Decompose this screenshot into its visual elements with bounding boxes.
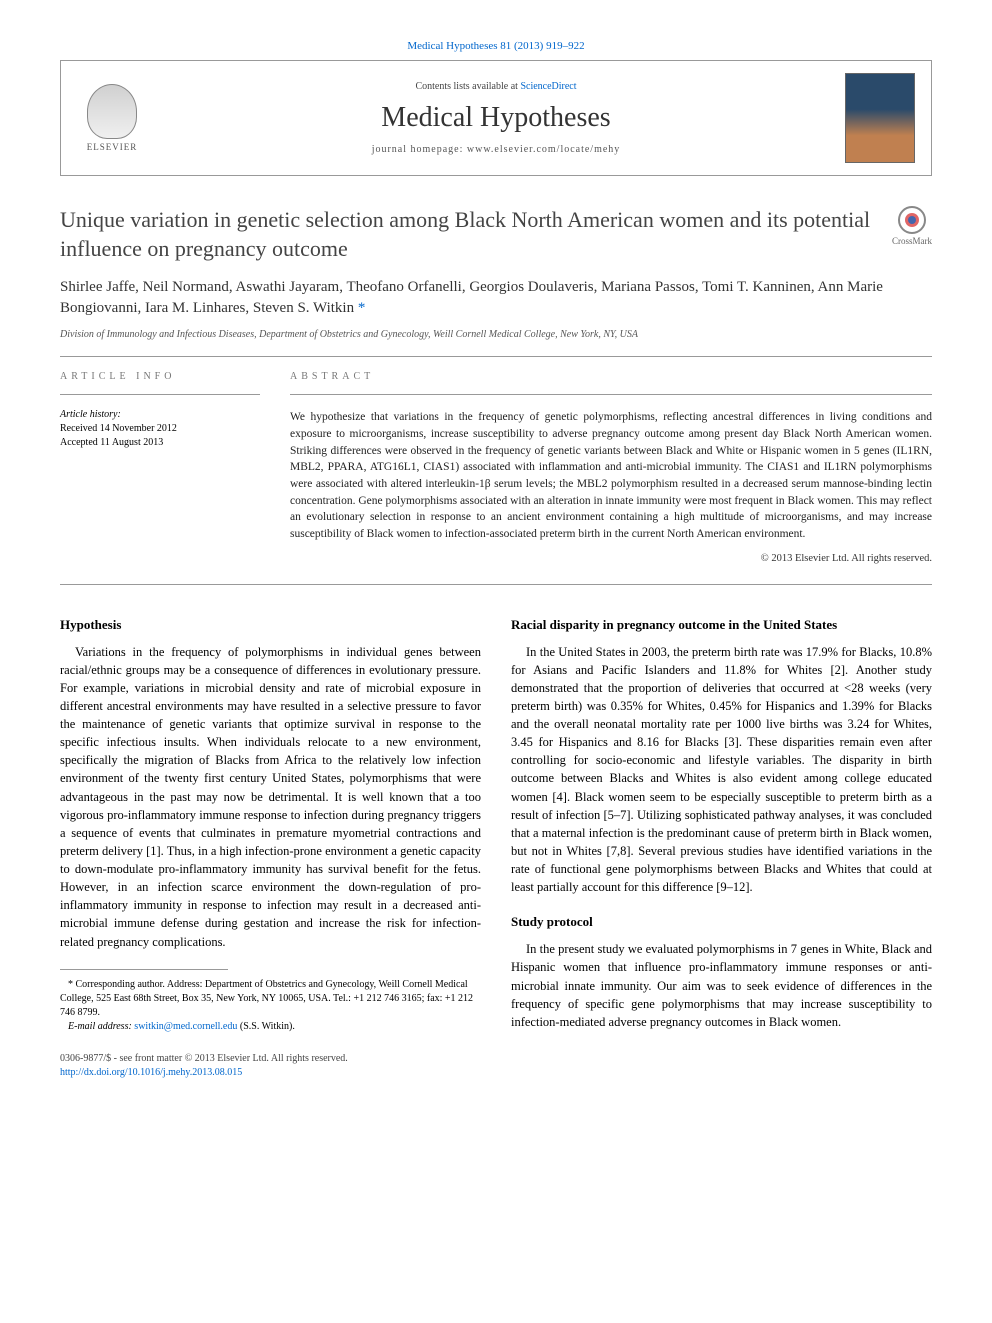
abstract-column: ABSTRACT We hypothesize that variations … xyxy=(290,371,932,563)
disparity-p1: In the United States in 2003, the preter… xyxy=(511,643,932,897)
history-label: Article history: xyxy=(60,409,260,420)
crossmark-icon xyxy=(898,206,926,234)
corresponding-footnote: * Corresponding author. Address: Departm… xyxy=(60,978,481,1020)
info-divider xyxy=(60,394,260,395)
doi-link[interactable]: http://dx.doi.org/10.1016/j.mehy.2013.08… xyxy=(60,1067,242,1078)
left-column: Hypothesis Variations in the frequency o… xyxy=(60,609,481,1080)
article-page: Medical Hypotheses 81 (2013) 919–922 ELS… xyxy=(0,0,992,1120)
hypothesis-p1: Variations in the frequency of polymorph… xyxy=(60,643,481,951)
article-info: ARTICLE INFO Article history: Received 1… xyxy=(60,371,260,563)
contents-prefix: Contents lists available at xyxy=(415,81,520,92)
header-center: Contents lists available at ScienceDirec… xyxy=(147,81,845,155)
email-footnote: E-mail address: switkin@med.cornell.edu … xyxy=(60,1020,481,1034)
authors-text: Shirlee Jaffe, Neil Normand, Aswathi Jay… xyxy=(60,279,883,316)
hypothesis-heading: Hypothesis xyxy=(60,617,481,633)
abstract-text: We hypothesize that variations in the fr… xyxy=(290,409,932,542)
body-divider xyxy=(60,584,932,585)
footnote-separator xyxy=(60,969,228,970)
title-row: Unique variation in genetic selection am… xyxy=(60,206,932,263)
email-link[interactable]: switkin@med.cornell.edu xyxy=(134,1021,237,1032)
sciencedirect-link[interactable]: ScienceDirect xyxy=(520,81,576,92)
email-label: E-mail address: xyxy=(68,1021,132,1032)
divider xyxy=(60,356,932,357)
right-column: Racial disparity in pregnancy outcome in… xyxy=(511,609,932,1080)
crossmark-label: CrossMark xyxy=(892,236,932,246)
journal-homepage: journal homepage: www.elsevier.com/locat… xyxy=(147,144,845,155)
abstract-heading: ABSTRACT xyxy=(290,371,932,382)
publisher-logo: ELSEVIER xyxy=(77,78,147,158)
elsevier-tree-icon xyxy=(87,84,137,139)
protocol-p1: In the present study we evaluated polymo… xyxy=(511,940,932,1031)
protocol-heading: Study protocol xyxy=(511,914,932,930)
top-citation: Medical Hypotheses 81 (2013) 919–922 xyxy=(60,40,932,52)
history-received: Received 14 November 2012 xyxy=(60,422,260,436)
disparity-heading: Racial disparity in pregnancy outcome in… xyxy=(511,617,932,633)
abstract-divider xyxy=(290,394,932,395)
article-info-heading: ARTICLE INFO xyxy=(60,371,260,382)
contents-line: Contents lists available at ScienceDirec… xyxy=(147,81,845,92)
body-columns: Hypothesis Variations in the frequency o… xyxy=(60,609,932,1080)
info-abstract-row: ARTICLE INFO Article history: Received 1… xyxy=(60,371,932,563)
journal-header: ELSEVIER Contents lists available at Sci… xyxy=(60,60,932,176)
journal-title: Medical Hypotheses xyxy=(147,102,845,134)
journal-cover-thumbnail xyxy=(845,73,915,163)
bottom-meta: 0306-9877/$ - see front matter © 2013 El… xyxy=(60,1052,481,1080)
abstract-copyright: © 2013 Elsevier Ltd. All rights reserved… xyxy=(290,553,932,564)
publisher-label: ELSEVIER xyxy=(87,142,138,152)
article-title: Unique variation in genetic selection am… xyxy=(60,206,892,263)
email-who: (S.S. Witkin). xyxy=(240,1021,295,1032)
crossmark-badge[interactable]: CrossMark xyxy=(892,206,932,246)
affiliation: Division of Immunology and Infectious Di… xyxy=(60,329,932,340)
history-accepted: Accepted 11 August 2013 xyxy=(60,436,260,450)
author-list: Shirlee Jaffe, Neil Normand, Aswathi Jay… xyxy=(60,277,932,319)
issn-line: 0306-9877/$ - see front matter © 2013 El… xyxy=(60,1052,481,1066)
corresponding-marker: * xyxy=(358,300,366,316)
